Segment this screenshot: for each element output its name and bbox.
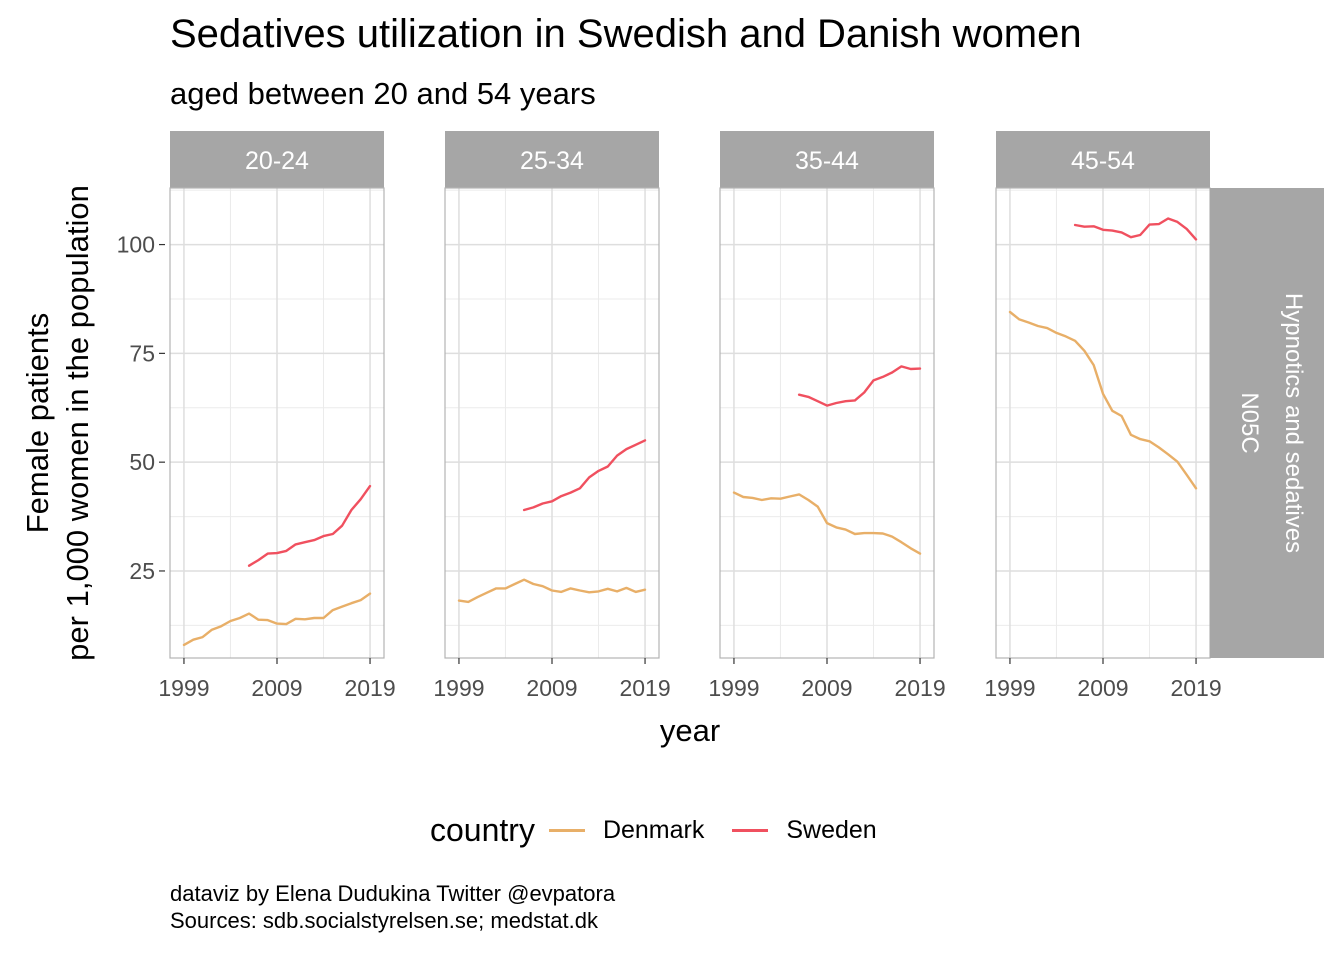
series-line-sweden <box>797 365 922 407</box>
chart-title: Sedatives utilization in Swedish and Dan… <box>170 12 1082 56</box>
x-tick-label: 2009 <box>526 675 577 701</box>
x-tick-label: 1999 <box>433 675 484 701</box>
x-tick-label: 2009 <box>801 675 852 701</box>
facet-strip <box>996 131 1210 188</box>
panel-35-44: 35-44 1999 2009 2019 <box>708 131 946 701</box>
caption-line-2: Sources: sdb.socialstyrelsen.se; medstat… <box>170 908 598 933</box>
series-line-denmark <box>182 592 372 647</box>
x-tick-label: 2009 <box>251 675 302 701</box>
x-tick-label: 2019 <box>1170 675 1221 701</box>
panel-25-34: 25-34 1999 2009 2019 <box>433 131 671 701</box>
caption-line-1: dataviz by Elena Dudukina Twitter @evpat… <box>170 881 616 906</box>
series-line-sweden <box>247 484 372 567</box>
legend-label-sweden: Sweden <box>786 815 877 844</box>
chart-subtitle: aged between 20 and 54 years <box>170 76 596 111</box>
y-axis-title-line-2: per 1,000 women in the population <box>60 185 95 661</box>
legend: country Denmark Sweden <box>430 808 905 852</box>
y-axis-title-line-1: Female patients <box>20 313 55 534</box>
series-line-sweden <box>1073 217 1198 241</box>
panel-20-24: 20-24 1999 2009 2019 <box>158 131 396 701</box>
facet-label: 20-24 <box>245 147 309 175</box>
y-tick-label: 75 <box>129 340 155 366</box>
panel-45-54: 45-54 1999 2009 2019 <box>984 131 1222 701</box>
facet-strip <box>720 131 934 188</box>
y-tick-label: 50 <box>129 449 155 475</box>
caption: dataviz by Elena Dudukina Twitter @evpat… <box>170 880 615 934</box>
y-tick-label: 100 <box>117 232 155 258</box>
facet-strip <box>170 131 384 188</box>
row-strip-label-line-2: N05C <box>1236 392 1263 453</box>
legend-key-denmark <box>548 828 585 832</box>
legend-title: country <box>430 811 535 848</box>
legend-item-denmark: Denmark <box>548 815 705 845</box>
x-axis-title: year <box>660 713 720 748</box>
facet-label: 25-34 <box>520 147 584 175</box>
series-line-denmark <box>732 491 922 555</box>
series-line-denmark <box>457 578 647 604</box>
x-tick-label: 2009 <box>1077 675 1128 701</box>
x-tick-label: 2019 <box>619 675 670 701</box>
y-tick-label: 25 <box>129 558 155 584</box>
series-line-denmark <box>1008 310 1198 490</box>
facet-strip <box>445 131 659 188</box>
facet-label: 45-54 <box>1071 147 1135 175</box>
x-tick-label: 2019 <box>344 675 395 701</box>
series-line-sweden <box>522 439 647 512</box>
x-tick-label: 2019 <box>894 675 945 701</box>
facet-label: 35-44 <box>795 147 859 175</box>
x-tick-label: 1999 <box>984 675 1035 701</box>
legend-item-sweden: Sweden <box>732 815 877 845</box>
legend-key-sweden <box>732 828 769 832</box>
row-strip-label-line-1: Hypnotics and sedatives <box>1280 293 1307 553</box>
row-strip <box>1210 188 1324 658</box>
legend-label-denmark: Denmark <box>602 815 705 844</box>
x-tick-label: 1999 <box>158 675 209 701</box>
x-tick-label: 1999 <box>708 675 759 701</box>
